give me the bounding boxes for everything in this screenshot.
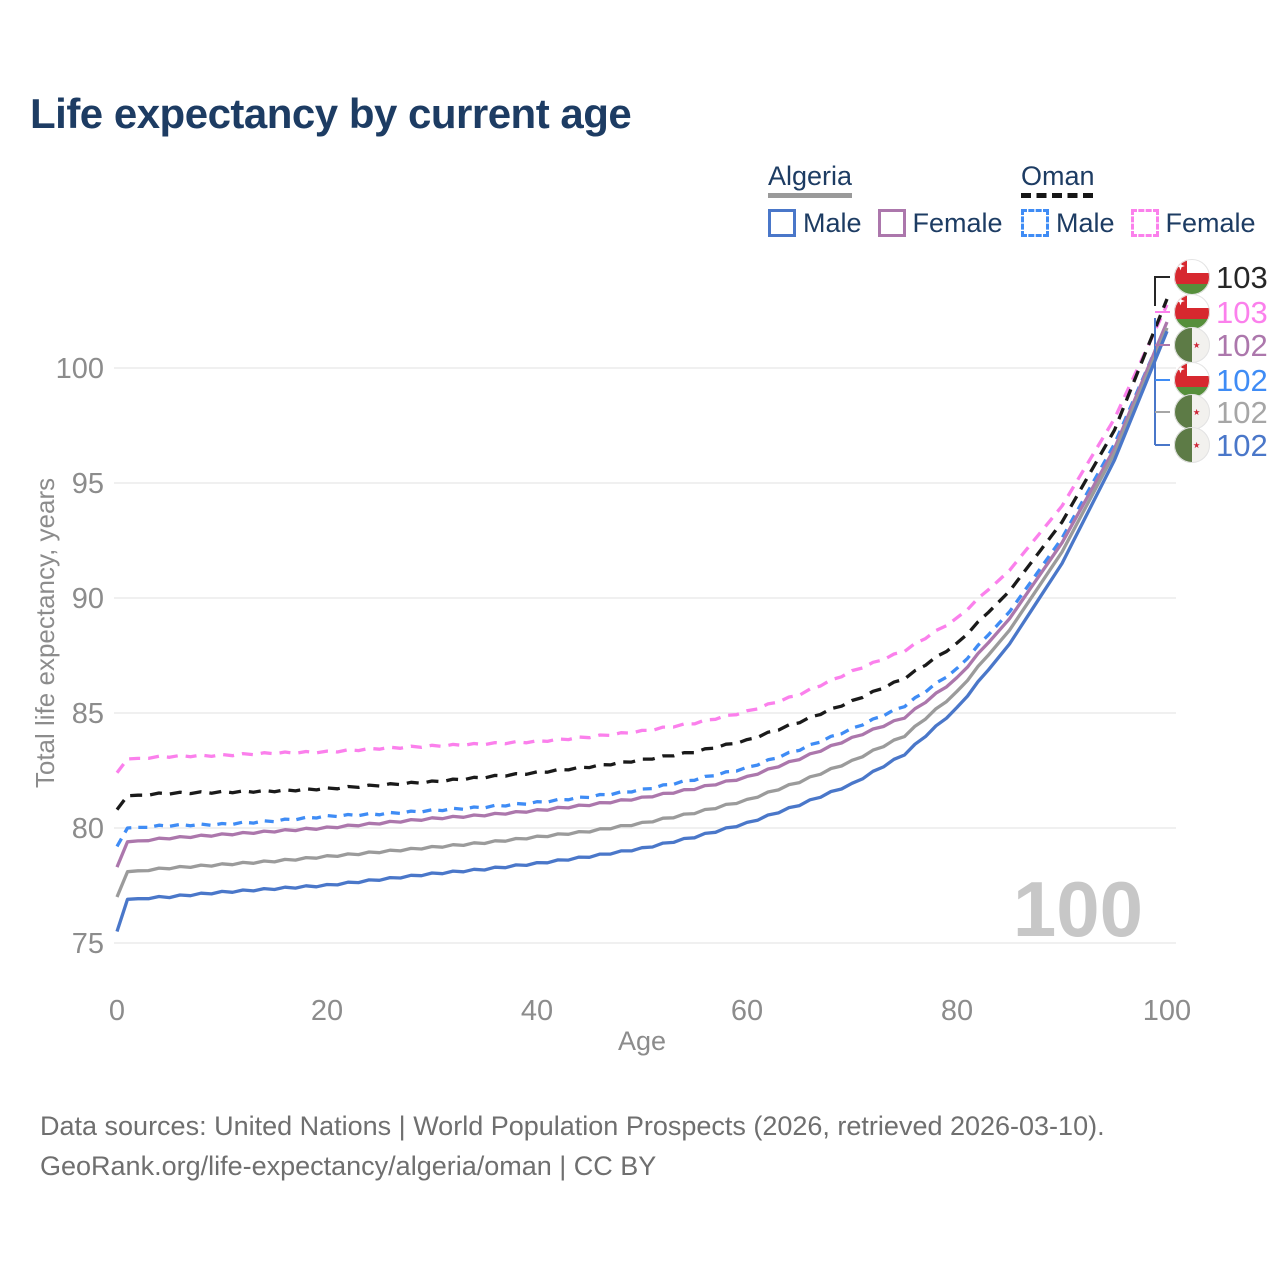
oman-male-swatch-icon xyxy=(1021,209,1049,237)
oman-flag-icon xyxy=(1174,362,1210,398)
legend-label-algeria-female: Female xyxy=(912,208,1003,238)
series-line-oman-female xyxy=(115,304,1169,774)
connector-oman-all xyxy=(1154,276,1170,306)
legend-items-algeria: Male Female xyxy=(768,209,1003,237)
end-label-algeria-all: 102 xyxy=(1216,395,1268,430)
y-axis-title: Total life expectancy, years xyxy=(30,477,60,789)
oman-flag-icon xyxy=(1174,294,1210,330)
end-label-oman-male: 102 xyxy=(1216,363,1268,398)
legend-label-algeria-male: Male xyxy=(803,208,862,238)
algeria-flag-icon xyxy=(1174,327,1210,363)
current-age-watermark: 100 xyxy=(1012,865,1143,953)
algeria-solid-line-sample xyxy=(768,193,852,198)
caption-url: GeoRank.org/life-expectancy/algeria/oman… xyxy=(40,1151,657,1181)
algeria-female-swatch-icon xyxy=(877,209,906,237)
end-label-oman-all: 103 xyxy=(1216,260,1268,295)
end-label-algeria-male: 102 xyxy=(1216,428,1268,463)
legend-item-algeria-female[interactable]: Female xyxy=(877,208,1003,238)
y-tick-85: 85 xyxy=(72,698,104,730)
x-tick-0: 0 xyxy=(109,995,125,1027)
x-tick-20: 20 xyxy=(311,995,343,1027)
oman-female-swatch-icon xyxy=(1130,209,1159,237)
end-label-algeria-female: 102 xyxy=(1216,328,1268,363)
y-tick-100: 100 xyxy=(56,353,104,385)
legend-items-oman: Male Female xyxy=(1021,209,1256,237)
x-tick-60: 60 xyxy=(731,995,763,1027)
x-tick-100: 100 xyxy=(1143,995,1191,1027)
algeria-flag-icon xyxy=(1174,394,1210,430)
caption-sources: Data sources: United Nations | World Pop… xyxy=(40,1111,1105,1141)
algeria-male-swatch-icon xyxy=(768,209,796,237)
oman-dashed-line-sample xyxy=(1021,193,1093,198)
series-line-algeria-female xyxy=(115,321,1169,868)
legend-item-oman-male[interactable]: Male xyxy=(1021,209,1115,237)
legend-title-algeria: Algeria xyxy=(768,161,853,191)
y-tick-90: 90 xyxy=(72,583,104,615)
legend-group-oman: Oman Male Female xyxy=(1021,161,1256,237)
algeria-flag-icon xyxy=(1174,427,1210,463)
legend-item-oman-female[interactable]: Female xyxy=(1130,208,1256,238)
legend-label-oman-male: Male xyxy=(1056,208,1115,238)
series-line-algeria-all xyxy=(115,327,1169,898)
x-tick-40: 40 xyxy=(521,995,553,1027)
y-tick-80: 80 xyxy=(72,813,104,845)
oman-flag-icon xyxy=(1174,259,1210,295)
series-line-oman-all xyxy=(115,298,1169,811)
x-axis-title: Age xyxy=(617,1026,667,1056)
caption: Data sources: United Nations | World Pop… xyxy=(40,1106,1105,1186)
page-title: Life expectancy by current age xyxy=(30,90,632,137)
x-tick-80: 80 xyxy=(941,995,973,1027)
end-label-oman-female: 103 xyxy=(1216,295,1268,330)
legend-title-oman: Oman xyxy=(1021,161,1095,191)
legend-label-oman-female: Female xyxy=(1165,208,1256,238)
y-tick-75: 75 xyxy=(72,928,104,960)
legend-item-algeria-male[interactable]: Male xyxy=(768,209,862,237)
series-line-algeria-male xyxy=(115,330,1169,933)
legend-group-algeria: Algeria Male Female xyxy=(768,161,1003,237)
series-line-oman-male xyxy=(115,322,1169,848)
y-tick-95: 95 xyxy=(72,468,104,500)
